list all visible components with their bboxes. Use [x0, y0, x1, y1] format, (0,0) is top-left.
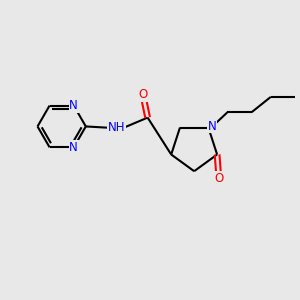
Text: N: N — [69, 99, 78, 112]
Text: O: O — [139, 88, 148, 101]
Text: N: N — [208, 120, 216, 133]
Text: N: N — [69, 141, 78, 154]
Text: NH: NH — [108, 122, 125, 134]
Text: O: O — [214, 172, 223, 184]
